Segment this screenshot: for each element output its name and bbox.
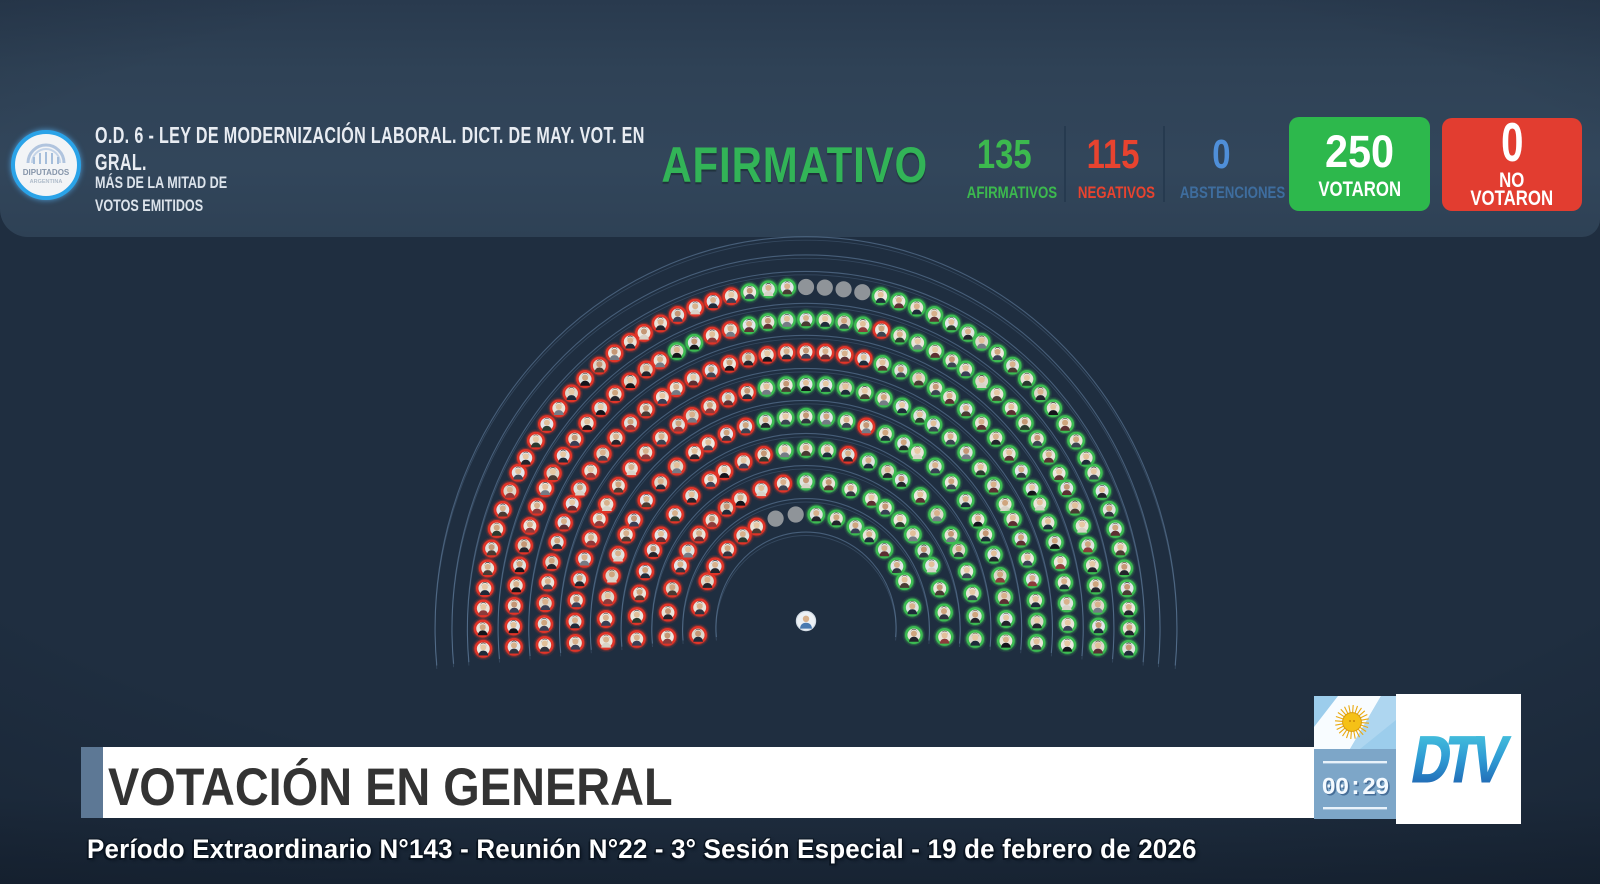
svg-text:DIPUTADOS: DIPUTADOS xyxy=(23,168,70,177)
svg-text:00:29: 00:29 xyxy=(1321,775,1388,802)
svg-text:DTV: DTV xyxy=(1408,724,1515,798)
svg-text:00:29: 00:29 xyxy=(1323,777,1390,804)
svg-text:DTV: DTV xyxy=(1406,722,1513,796)
svg-text:ARGENTINA: ARGENTINA xyxy=(30,179,63,185)
